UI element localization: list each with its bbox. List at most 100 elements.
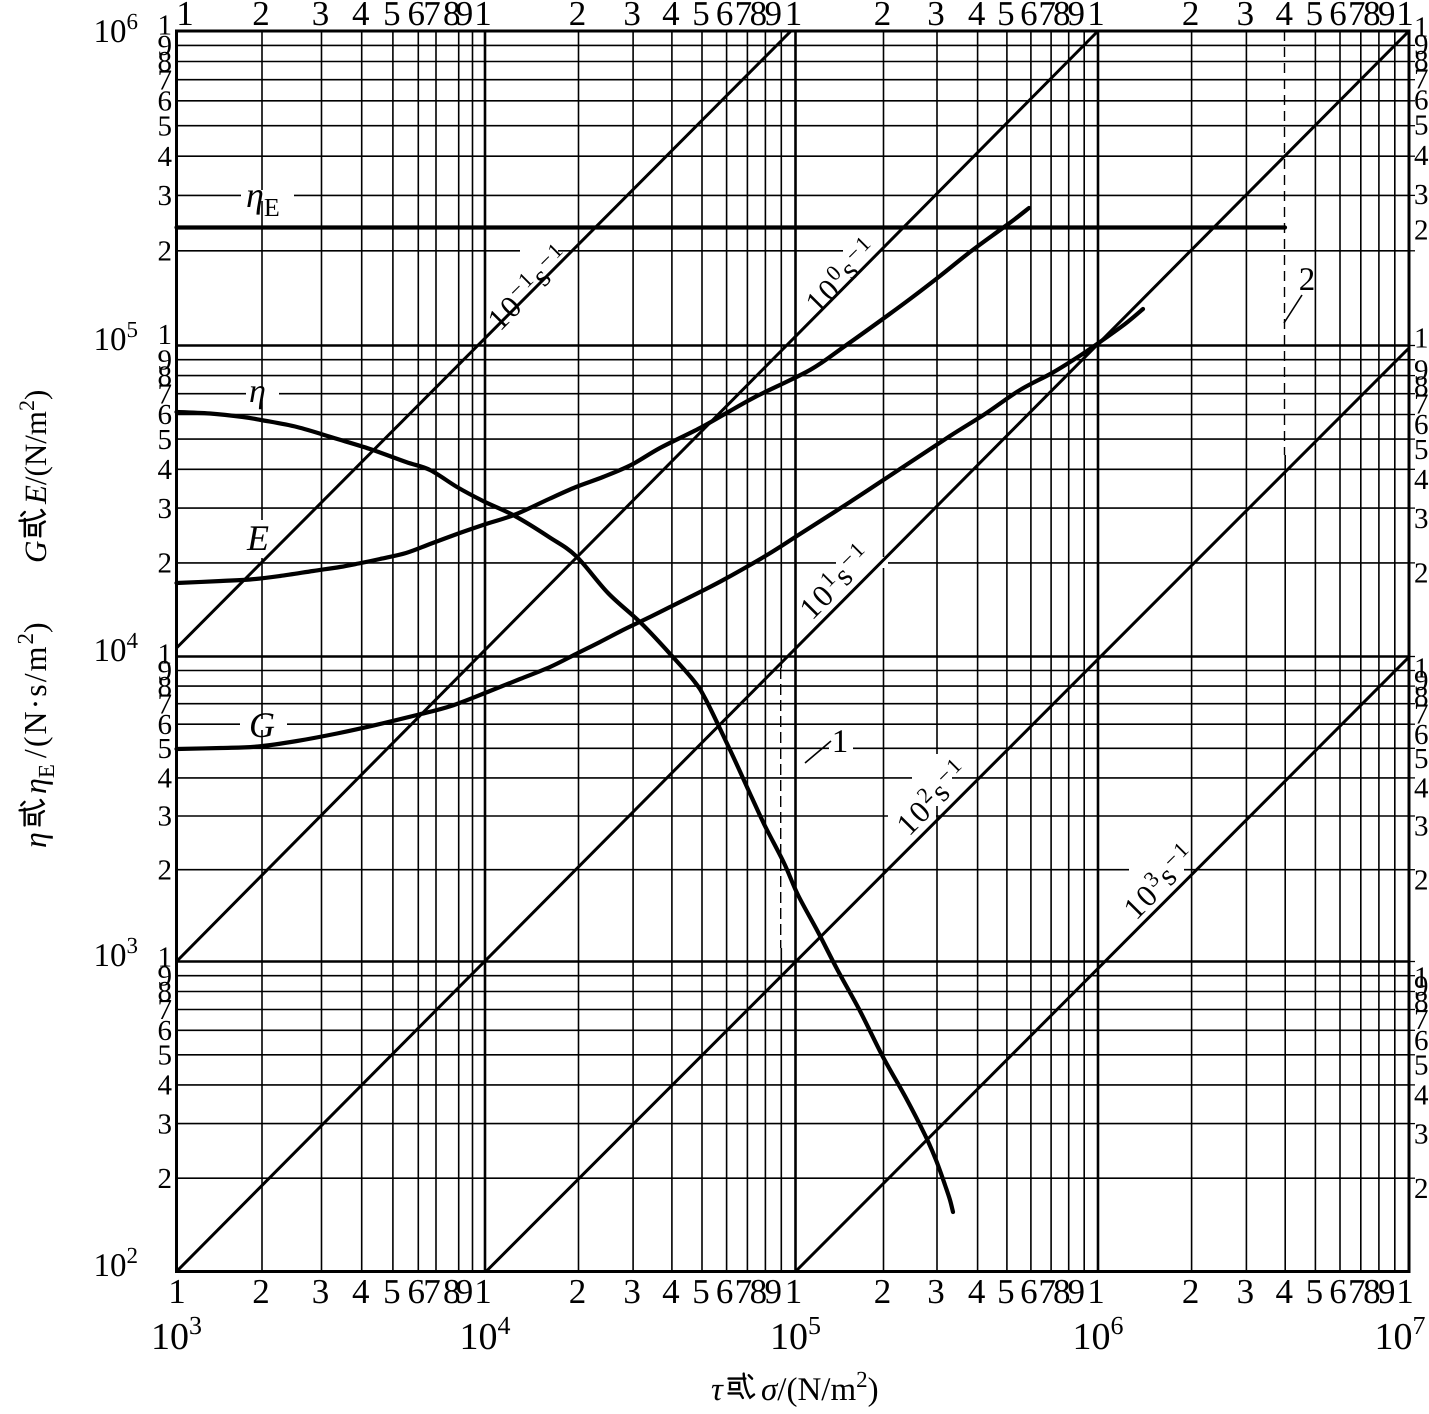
svg-text:7: 7 — [1038, 1272, 1056, 1311]
svg-text:2: 2 — [1414, 864, 1429, 896]
svg-text:8: 8 — [1414, 681, 1429, 713]
svg-text:5: 5 — [692, 1272, 710, 1311]
svg-text:7: 7 — [1414, 698, 1429, 730]
svg-text:7: 7 — [1414, 1004, 1429, 1036]
svg-text:5: 5 — [158, 110, 173, 142]
svg-text:ηE: ηE — [246, 175, 280, 222]
svg-text:4: 4 — [1414, 1080, 1429, 1112]
svg-text:3: 3 — [1414, 179, 1429, 211]
svg-text:9: 9 — [456, 0, 474, 33]
svg-text:9: 9 — [1378, 0, 1396, 33]
svg-text:4: 4 — [1414, 464, 1429, 496]
svg-text:4: 4 — [662, 1272, 680, 1311]
svg-text:1: 1 — [1414, 962, 1429, 994]
svg-text:3: 3 — [1414, 503, 1429, 535]
svg-text:8: 8 — [1414, 986, 1429, 1018]
svg-text:3: 3 — [158, 801, 173, 833]
svg-text:7: 7 — [1348, 0, 1366, 33]
svg-text:6: 6 — [1329, 0, 1347, 33]
svg-text:8: 8 — [1414, 45, 1429, 77]
svg-text:9: 9 — [158, 655, 173, 687]
svg-text:9: 9 — [765, 0, 783, 33]
svg-text:1: 1 — [785, 0, 803, 33]
svg-text:7: 7 — [158, 994, 173, 1026]
svg-text:106: 106 — [1073, 1311, 1124, 1358]
svg-text:4: 4 — [1275, 0, 1293, 33]
svg-text:3: 3 — [623, 1272, 641, 1311]
svg-text:1: 1 — [158, 10, 173, 42]
svg-text:G: G — [249, 705, 275, 745]
svg-text:E: E — [246, 518, 269, 558]
svg-text:9: 9 — [158, 960, 173, 992]
svg-text:9: 9 — [1414, 29, 1429, 61]
svg-text:4: 4 — [158, 1070, 173, 1102]
svg-text:3: 3 — [158, 180, 173, 212]
svg-text:6: 6 — [1414, 719, 1429, 751]
svg-text:3: 3 — [158, 493, 173, 525]
svg-text:η: η — [249, 373, 266, 410]
svg-text:3: 3 — [1237, 1272, 1255, 1311]
svg-text:8: 8 — [1053, 0, 1071, 33]
svg-text:8: 8 — [443, 1272, 461, 1311]
svg-text:5: 5 — [158, 733, 173, 765]
svg-text:3: 3 — [927, 0, 945, 33]
svg-text:5: 5 — [1414, 743, 1429, 775]
svg-text:3: 3 — [1414, 811, 1429, 843]
svg-text:7: 7 — [1414, 63, 1429, 95]
svg-text:7: 7 — [158, 688, 173, 720]
svg-text:5: 5 — [383, 0, 401, 33]
svg-text:4: 4 — [158, 141, 173, 173]
svg-text:3: 3 — [927, 1272, 945, 1311]
svg-text:2: 2 — [1182, 1272, 1200, 1311]
svg-text:9: 9 — [1067, 1272, 1085, 1311]
svg-text:1: 1 — [158, 319, 173, 351]
svg-text:1: 1 — [474, 1272, 492, 1311]
svg-text:1: 1 — [158, 639, 173, 671]
svg-text:5: 5 — [1414, 1050, 1429, 1082]
svg-text:8: 8 — [750, 1272, 768, 1311]
svg-text:3: 3 — [623, 0, 641, 33]
svg-text:1: 1 — [1414, 12, 1429, 44]
svg-text:9: 9 — [1378, 1272, 1396, 1311]
svg-text:4: 4 — [662, 0, 680, 33]
svg-text:5: 5 — [158, 1040, 173, 1072]
svg-text:9: 9 — [158, 344, 173, 376]
svg-text:6: 6 — [716, 1272, 734, 1311]
svg-text:2: 2 — [252, 1272, 270, 1311]
svg-text:5: 5 — [1306, 1272, 1324, 1311]
svg-text:3: 3 — [312, 1272, 330, 1311]
svg-text:6: 6 — [158, 399, 173, 431]
svg-text:1: 1 — [1087, 0, 1105, 33]
svg-text:7: 7 — [1414, 388, 1429, 420]
svg-text:9: 9 — [158, 30, 173, 62]
svg-text:3: 3 — [158, 1108, 173, 1140]
svg-text:7: 7 — [1348, 1272, 1366, 1311]
svg-text:ηE/(N·s/m2): ηE/(N·s/m2) — [13, 622, 59, 794]
svg-text:6: 6 — [716, 0, 734, 33]
svg-text:8: 8 — [750, 0, 768, 33]
svg-text:4: 4 — [352, 0, 370, 33]
svg-text:8: 8 — [158, 46, 173, 78]
svg-text:9: 9 — [1414, 665, 1429, 697]
svg-text:1: 1 — [168, 1272, 186, 1311]
svg-text:7: 7 — [423, 0, 441, 33]
svg-text:1: 1 — [832, 724, 849, 760]
svg-text:2: 2 — [1414, 215, 1429, 247]
svg-text:4: 4 — [1414, 140, 1429, 172]
svg-text:8: 8 — [158, 976, 173, 1008]
svg-text:6: 6 — [1414, 409, 1429, 441]
svg-text:2: 2 — [874, 1272, 892, 1311]
svg-text:1: 1 — [1396, 1272, 1414, 1311]
svg-text:1: 1 — [474, 0, 492, 33]
svg-text:9: 9 — [1414, 354, 1429, 386]
svg-text:7: 7 — [158, 64, 173, 96]
svg-text:7: 7 — [1038, 0, 1056, 33]
svg-text:7: 7 — [735, 1272, 753, 1311]
svg-text:8: 8 — [158, 671, 173, 703]
svg-text:1: 1 — [1396, 0, 1414, 33]
svg-text:1: 1 — [1087, 1272, 1105, 1311]
svg-text:2: 2 — [1414, 558, 1429, 590]
svg-text:9: 9 — [456, 1272, 474, 1311]
svg-text:8: 8 — [443, 0, 461, 33]
svg-text:3: 3 — [1237, 0, 1255, 33]
